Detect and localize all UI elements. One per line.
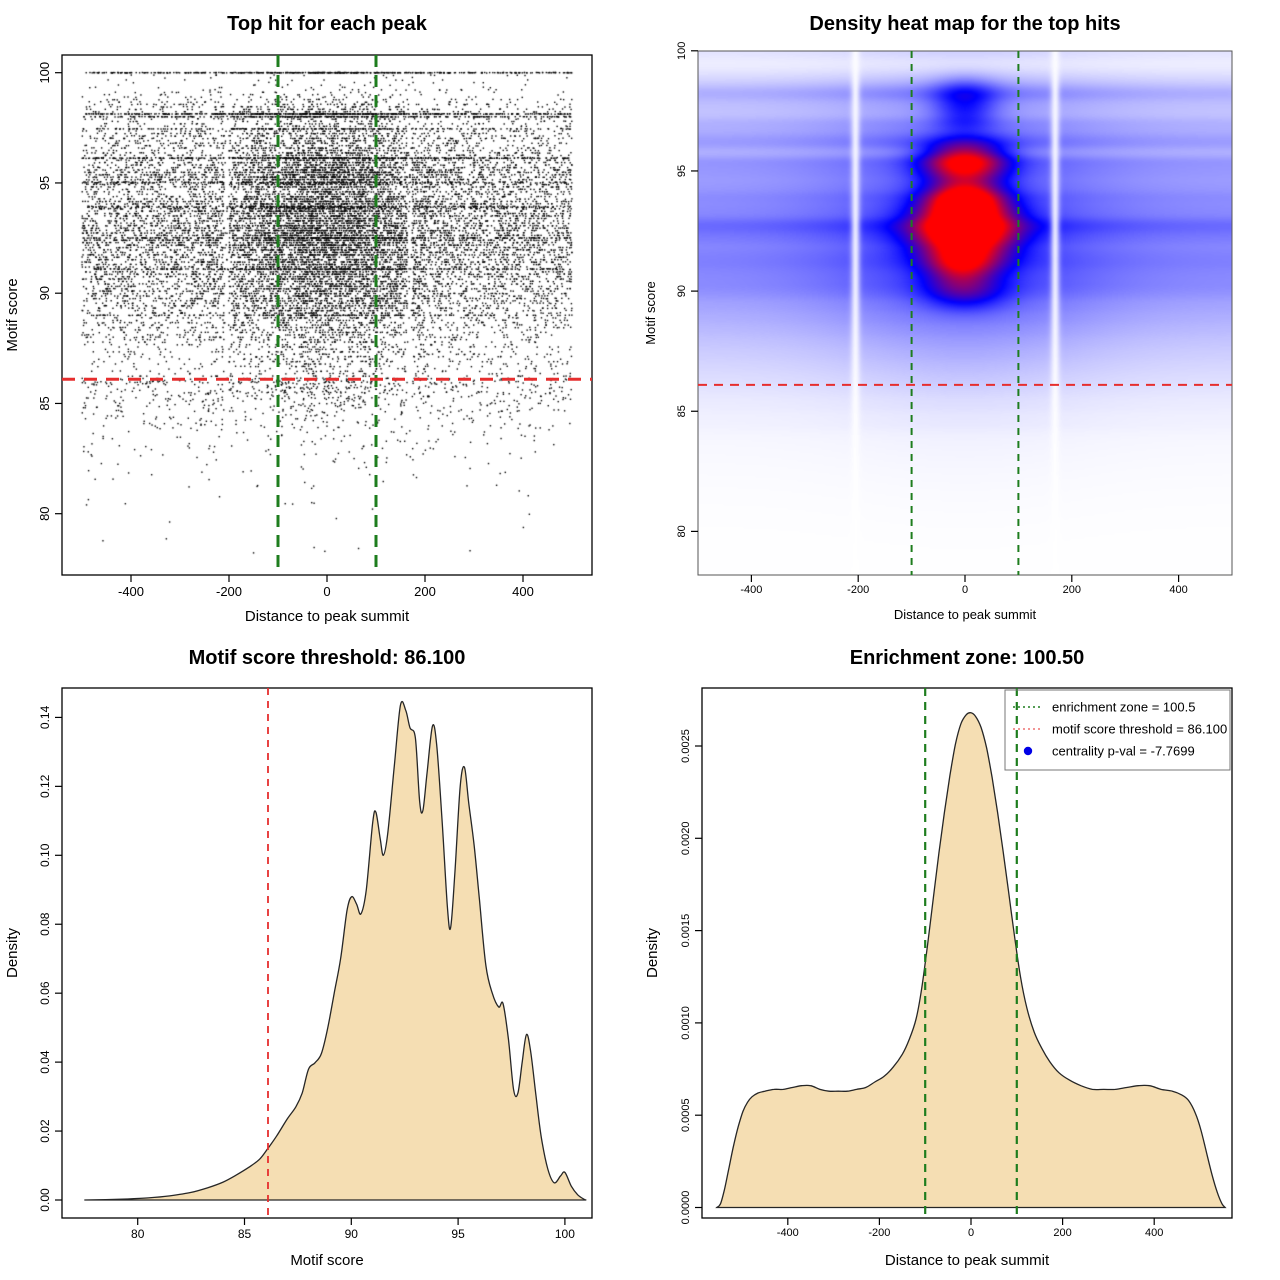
- panel-motif-score-density: Motif score threshold: 86.100 Motif scor…: [0, 640, 640, 1280]
- legend-entry: motif score threshold = 86.100: [1013, 722, 1227, 737]
- x-tick-label: -200: [868, 1227, 890, 1239]
- y-axis-label: Density: [4, 927, 21, 978]
- y-tick-label: 95: [676, 165, 688, 177]
- plot-title: Top hit for each peak: [227, 13, 428, 35]
- panel-distance-density: Enrichment zone: 100.50 Distance to peak…: [640, 640, 1280, 1280]
- x-tick-label: 0: [962, 584, 968, 596]
- y-tick-label: 0.0005: [680, 1098, 692, 1132]
- y-tick-label: 90: [37, 286, 52, 300]
- y-tick-label: 0.04: [38, 1050, 52, 1074]
- x-tick-label: 400: [1145, 1227, 1163, 1239]
- legend: enrichment zone = 100.5 motif score thres…: [1004, 689, 1231, 771]
- plot-frame: [61, 687, 593, 1219]
- legend-dot-swatch: [1023, 746, 1033, 756]
- y-tick-label: 0.10: [38, 843, 52, 867]
- plot-frame: [697, 50, 1233, 576]
- density-curve: [84, 700, 587, 1201]
- y-tick-label: 85: [676, 405, 688, 417]
- legend-label: motif score threshold = 86.100: [1052, 722, 1227, 737]
- y-tick-label: 0.0010: [680, 1006, 692, 1040]
- plot-title: Density heat map for the top hits: [809, 13, 1120, 35]
- x-tick-label: 80: [131, 1227, 145, 1241]
- x-tick-label: 90: [345, 1227, 359, 1241]
- legend-entry: centrality p-val = -7.7699: [1023, 744, 1195, 759]
- y-tick-label: 100: [676, 42, 688, 60]
- y-tick-label: 0.0015: [680, 914, 692, 948]
- y-axis-label: Density: [644, 927, 661, 978]
- plot-title: Motif score threshold: 86.100: [189, 647, 466, 669]
- axes-curve-zone-lines-and-legend: -400 -200 0 200 400 0.0000 0.0005 0.0010 0.0015 0…: [680, 687, 1233, 1239]
- y-tick-label: 100: [37, 62, 52, 84]
- x-tick-label: -200: [847, 584, 869, 596]
- x-tick-label: 100: [555, 1227, 575, 1241]
- scatter-points-canvas: [62, 55, 592, 575]
- legend-entry: enrichment zone = 100.5: [1013, 700, 1195, 715]
- y-tick-label: 0.0020: [680, 821, 692, 855]
- y-tick-label: 0.12: [38, 774, 52, 798]
- x-tick-label: -200: [216, 584, 242, 599]
- legend-label: enrichment zone = 100.5: [1052, 700, 1195, 715]
- panel-top-hit-scatter: Top hit for each peak Distance to peak s…: [0, 0, 640, 640]
- heatmap-plot-svg: Density heat map for the top hits Distan…: [643, 13, 1233, 622]
- x-tick-label: -400: [740, 584, 762, 596]
- legend-box: [1004, 689, 1231, 771]
- x-tick-label: 0: [968, 1227, 974, 1239]
- y-tick-label: 0.08: [38, 912, 52, 936]
- x-tick-label: 95: [451, 1227, 465, 1241]
- y-tick-label: 0.14: [38, 705, 52, 729]
- heatmap-canvas: [698, 51, 1232, 575]
- x-axis-label: Distance to peak summit: [894, 607, 1037, 622]
- y-axis-label: Motif score: [643, 281, 658, 345]
- x-tick-label: -400: [118, 584, 144, 599]
- x-axis-label: Distance to peak summit: [245, 608, 410, 625]
- plot-frame: [701, 687, 1233, 1219]
- x-axis-label: Distance to peak summit: [885, 1252, 1050, 1269]
- y-axis-label: Motif score: [4, 278, 21, 351]
- plot-frame: [61, 54, 593, 576]
- panel-density-heatmap: Density heat map for the top hits Distan…: [640, 0, 1280, 640]
- y-tick-label: 80: [37, 506, 52, 520]
- y-tick-label: 95: [37, 176, 52, 190]
- x-tick-label: 400: [1169, 584, 1187, 596]
- x-tick-label: 200: [414, 584, 436, 599]
- x-tick-label: 200: [1063, 584, 1081, 596]
- y-tick-label: 0.02: [38, 1119, 52, 1143]
- density-curve: [715, 712, 1227, 1209]
- plot-title: Enrichment zone: 100.50: [850, 647, 1085, 669]
- x-tick-label: 400: [512, 584, 534, 599]
- x-tick-label: 200: [1053, 1227, 1071, 1239]
- x-tick-label: -400: [777, 1227, 799, 1239]
- y-tick-label: 0.06: [38, 981, 52, 1005]
- y-tick-label: 0.0025: [680, 729, 692, 763]
- distance-density-plot-svg: Enrichment zone: 100.50 Distance to peak…: [644, 647, 1233, 1269]
- axes-and-reference-lines: -400 -200 0 200 400 80 85 90 95 100: [676, 42, 1233, 596]
- scatter-plot-svg: Top hit for each peak Distance to peak s…: [4, 13, 593, 625]
- y-tick-label: 0.00: [38, 1188, 52, 1212]
- legend-label: centrality p-val = -7.7699: [1052, 744, 1195, 759]
- x-tick-label: 85: [238, 1227, 252, 1241]
- axes-and-reference-lines: -400 -200 0 200 400 80 85 90 95 100: [37, 54, 593, 599]
- x-axis-label: Motif score: [290, 1252, 363, 1269]
- axes-curve-and-threshold-line: 80 85 90 95 100 0.00 0.02 0.04 0.06 0.08 0.10 0.12 0…: [38, 687, 593, 1241]
- y-tick-label: 90: [676, 285, 688, 297]
- y-tick-label: 85: [37, 396, 52, 410]
- y-tick-label: 80: [676, 525, 688, 537]
- score-density-plot-svg: Motif score threshold: 86.100 Motif scor…: [4, 647, 593, 1269]
- y-tick-label: 0.0000: [680, 1191, 692, 1225]
- x-tick-label: 0: [323, 584, 330, 599]
